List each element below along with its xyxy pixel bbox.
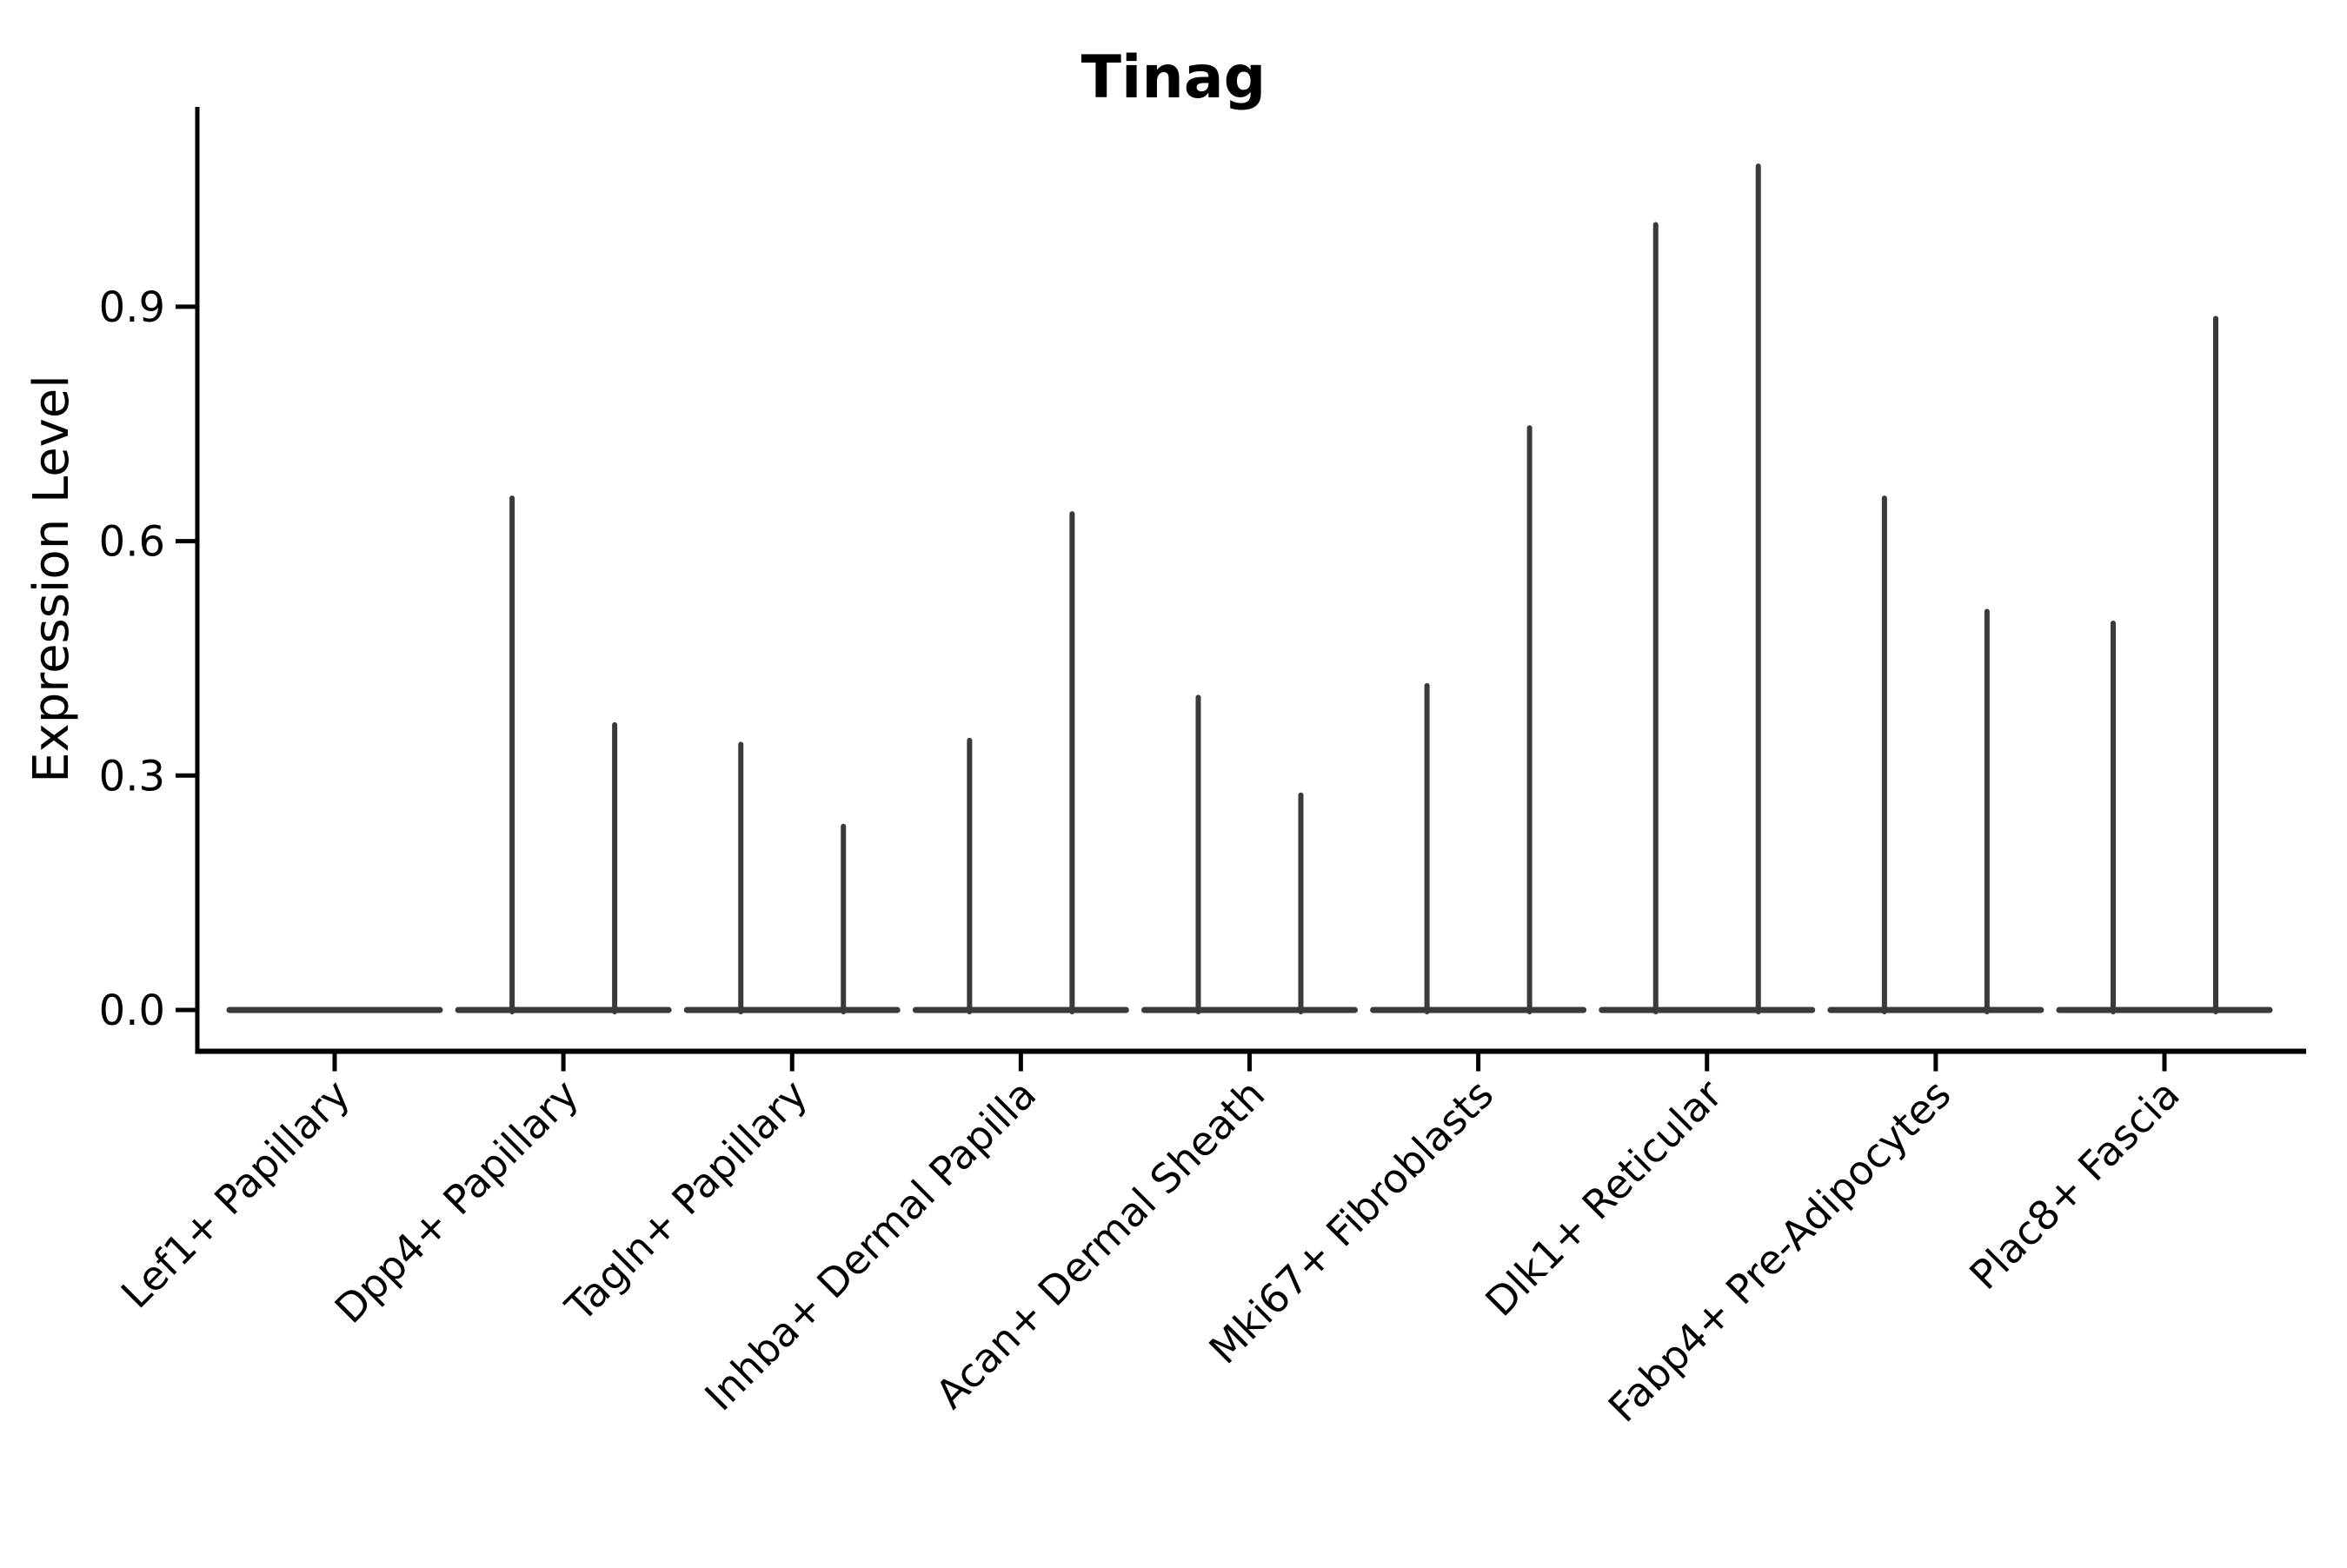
y-tick-label: 0.3 — [99, 752, 165, 801]
x-tick-label: Lef1+ Papillary — [112, 1071, 359, 1318]
x-tick-label: Dpp4+ Papillary — [326, 1071, 588, 1332]
violins — [226, 163, 2273, 1014]
y-tick-label: 0.0 — [99, 987, 165, 1035]
x-tick-label: Tagln+ Papillary — [555, 1071, 816, 1332]
chart-title: Tinag — [1081, 43, 1267, 112]
x-tick-label: Plac8+ Fascia — [1960, 1071, 2188, 1299]
y-tick-label: 0.6 — [99, 518, 165, 567]
y-tick-label: 0.9 — [99, 283, 165, 332]
x-tick-label: Dlk1+ Reticular — [1476, 1071, 1731, 1325]
y-axis-title: Expression Level — [23, 375, 80, 783]
